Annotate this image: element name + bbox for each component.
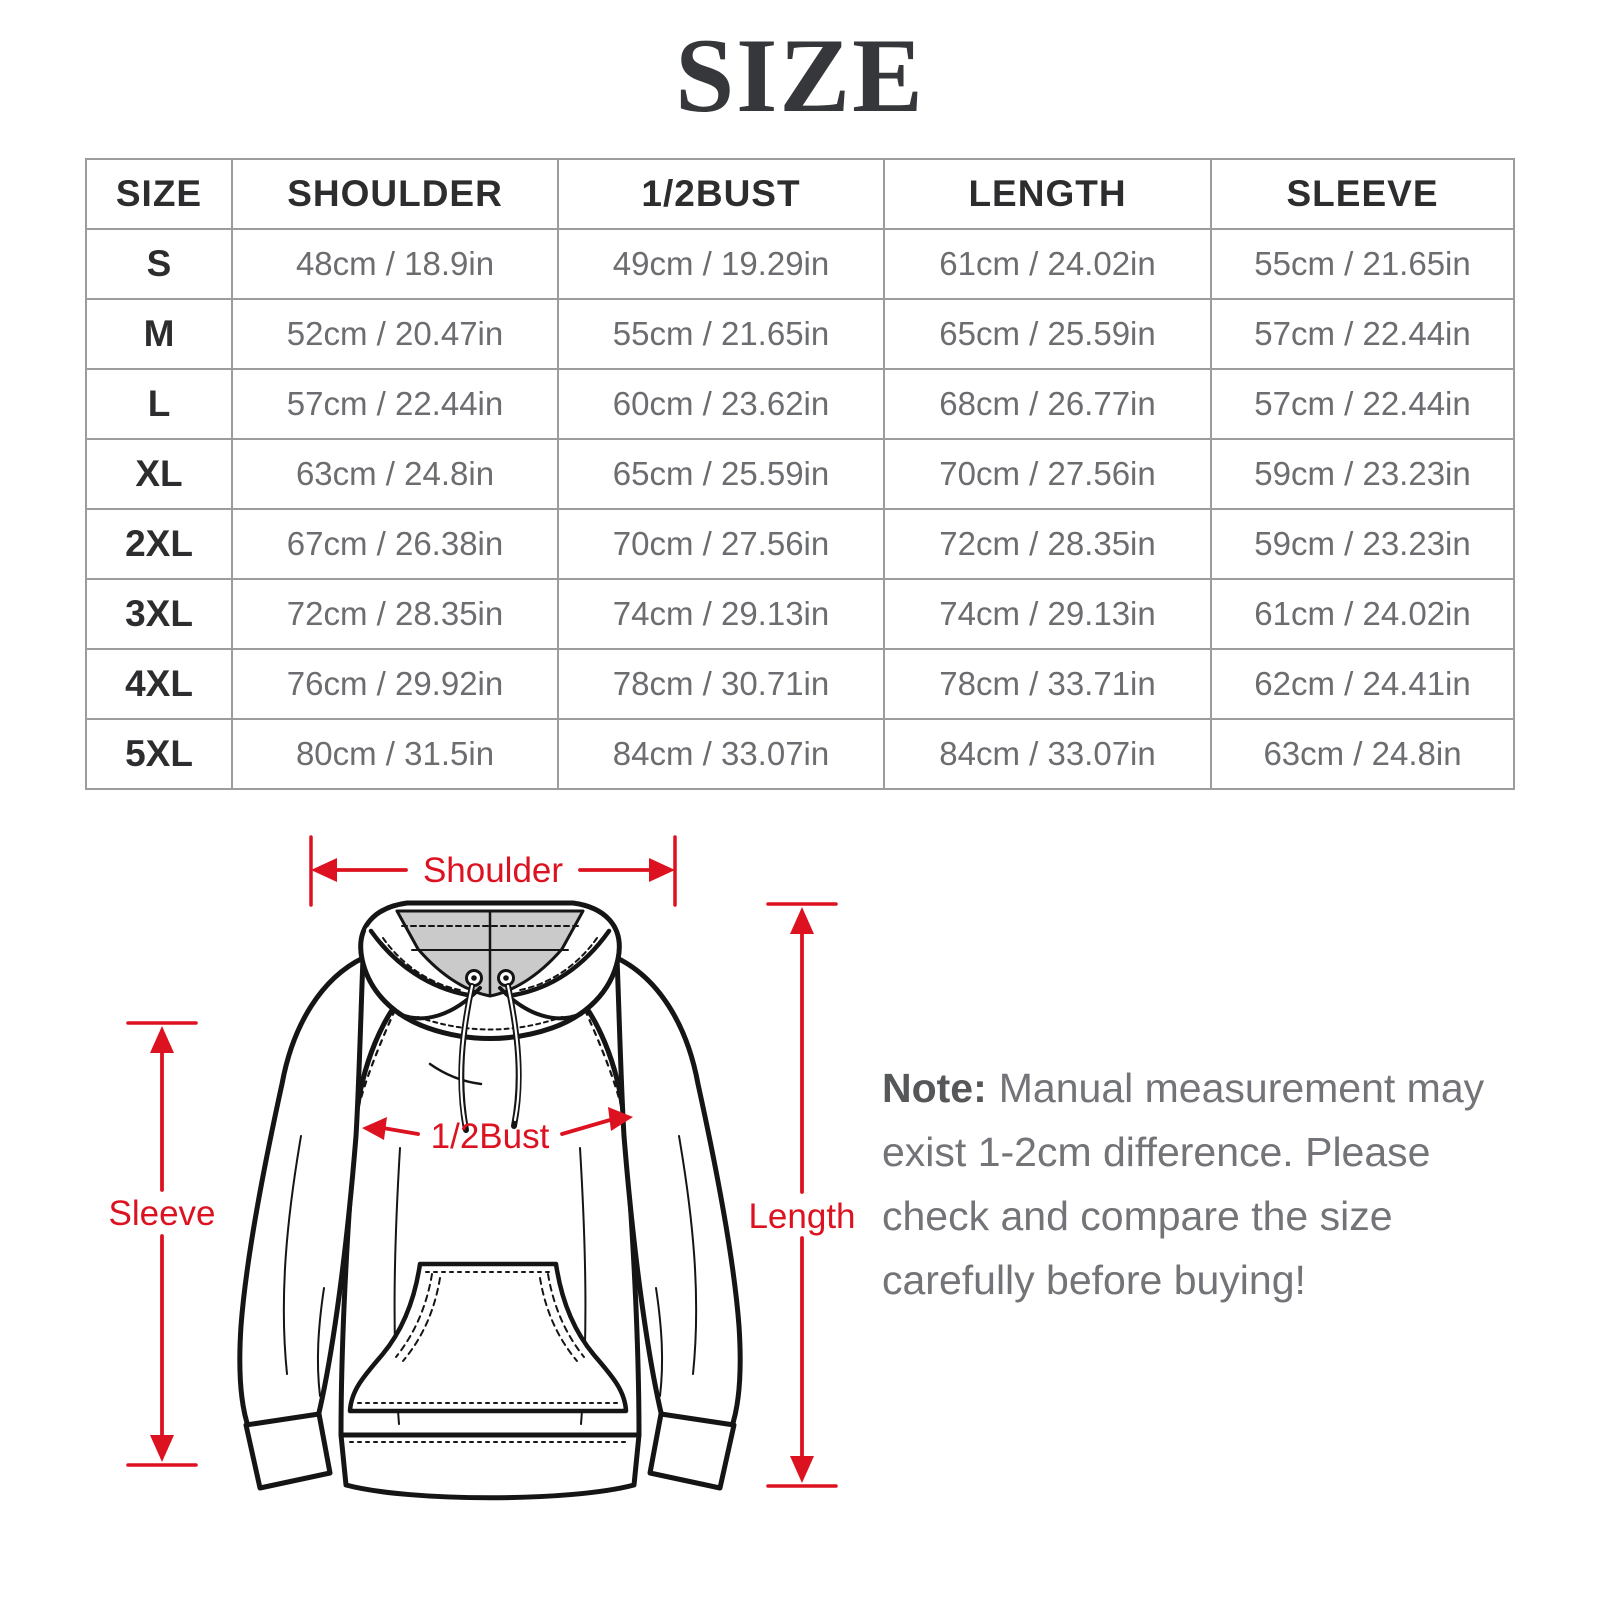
length-cell: 78cm / 33.71in [883,648,1212,720]
length-cell: 61cm / 24.02in [883,228,1212,300]
bust-cell: 60cm / 23.62in [557,368,885,440]
header-length: LENGTH [883,158,1212,230]
hood-collar [358,900,622,1133]
sleeve-arrow: Sleeve [108,1021,216,1467]
table-row: 3XL 72cm / 28.35in 74cm / 29.13in 74cm /… [85,578,1515,650]
sleeve-cell: 61cm / 24.02in [1210,578,1515,650]
size-label-cell: 5XL [85,718,233,790]
table-row: XL 63cm / 24.8in 65cm / 25.59in 70cm / 2… [85,438,1515,510]
shoulder-cell: 67cm / 26.38in [231,508,559,580]
shoulder-cell: 80cm / 31.5in [231,718,559,790]
size-label-cell: 2XL [85,508,233,580]
bust-cell: 49cm / 19.29in [557,228,885,300]
note-text-line-1: Manual measurement may [998,1065,1485,1111]
bust-cell: 78cm / 30.71in [557,648,885,720]
sleeve-cell: 62cm / 24.41in [1210,648,1515,720]
table-row: L 57cm / 22.44in 60cm / 23.62in 68cm / 2… [85,368,1515,440]
bust-cell: 65cm / 25.59in [557,438,885,510]
shoulder-arrow-label: Shoulder [423,851,563,890]
length-cell: 68cm / 26.77in [883,368,1212,440]
shoulder-cell: 63cm / 24.8in [231,438,559,510]
header-bust: 1/2BUST [557,158,885,230]
size-label-cell: S [85,228,233,300]
note-text-line-2: exist 1-2cm difference. Please [882,1129,1431,1175]
header-size: SIZE [85,158,233,230]
size-label-cell: M [85,298,233,370]
shoulder-cell: 76cm / 29.92in [231,648,559,720]
bust-arrow-label: 1/2Bust [431,1117,550,1156]
note-text-line-3: check and compare the size [882,1193,1393,1239]
table-row: 5XL 80cm / 31.5in 84cm / 33.07in 84cm / … [85,718,1515,790]
length-cell: 65cm / 25.59in [883,298,1212,370]
kangaroo-pocket [347,1261,629,1414]
table-row: 4XL 76cm / 29.92in 78cm / 30.71in 78cm /… [85,648,1515,720]
sleeve-cell: 57cm / 22.44in [1210,298,1515,370]
length-arrow-label: Length [748,1197,855,1236]
shoulder-cell: 72cm / 28.35in [231,578,559,650]
table-header-row: SIZE SHOULDER 1/2BUST LENGTH SLEEVE [85,158,1515,230]
sleeve-cell: 59cm / 23.23in [1210,508,1515,580]
size-label-cell: L [85,368,233,440]
table-row: M 52cm / 20.47in 55cm / 21.65in 65cm / 2… [85,298,1515,370]
length-cell: 70cm / 27.56in [883,438,1212,510]
shoulder-cell: 52cm / 20.47in [231,298,559,370]
measurement-figure: Shoulder 1/2Bust Sleeve Length [0,818,1600,1588]
shoulder-cell: 48cm / 18.9in [231,228,559,300]
header-sleeve: SLEEVE [1210,158,1515,230]
sleeve-cell: 57cm / 22.44in [1210,368,1515,440]
header-shoulder: SHOULDER [231,158,559,230]
note-line: Note: Manual measurement may [882,1056,1485,1120]
note: Note: Manual measurement may exist 1-2cm … [882,1056,1485,1312]
table-row: 2XL 67cm / 26.38in 70cm / 27.56in 72cm /… [85,508,1515,580]
page-title: SIZE [675,17,925,134]
drawstrings [458,983,522,1133]
size-table: SIZE SHOULDER 1/2BUST LENGTH SLEEVE S 48… [85,158,1515,790]
size-label-cell: 3XL [85,578,233,650]
sleeve-arrow-label: Sleeve [108,1194,215,1233]
bust-cell: 84cm / 33.07in [557,718,885,790]
hoodie-diagram: Shoulder 1/2Bust Sleeve Length [108,835,856,1501]
bust-cell: 70cm / 27.56in [557,508,885,580]
sleeve-cell: 59cm / 23.23in [1210,438,1515,510]
length-cell: 84cm / 33.07in [883,718,1212,790]
bust-arrow: 1/2Bust [362,1107,633,1156]
shoulder-cell: 57cm / 22.44in [231,368,559,440]
shoulder-arrow: Shoulder [309,835,677,907]
length-arrow: Length [748,902,856,1488]
length-cell: 74cm / 29.13in [883,578,1212,650]
sleeve-cell: 55cm / 21.65in [1210,228,1515,300]
note-label: Note: [882,1065,987,1111]
table-row: S 48cm / 18.9in 49cm / 19.29in 61cm / 24… [85,228,1515,300]
sleeve-cell: 63cm / 24.8in [1210,718,1515,790]
size-table-body: S 48cm / 18.9in 49cm / 19.29in 61cm / 24… [85,228,1515,790]
note-text-line-4: carefully before buying! [882,1257,1306,1303]
size-label-cell: 4XL [85,648,233,720]
length-cell: 72cm / 28.35in [883,508,1212,580]
bust-cell: 74cm / 29.13in [557,578,885,650]
bust-cell: 55cm / 21.65in [557,298,885,370]
size-label-cell: XL [85,438,233,510]
